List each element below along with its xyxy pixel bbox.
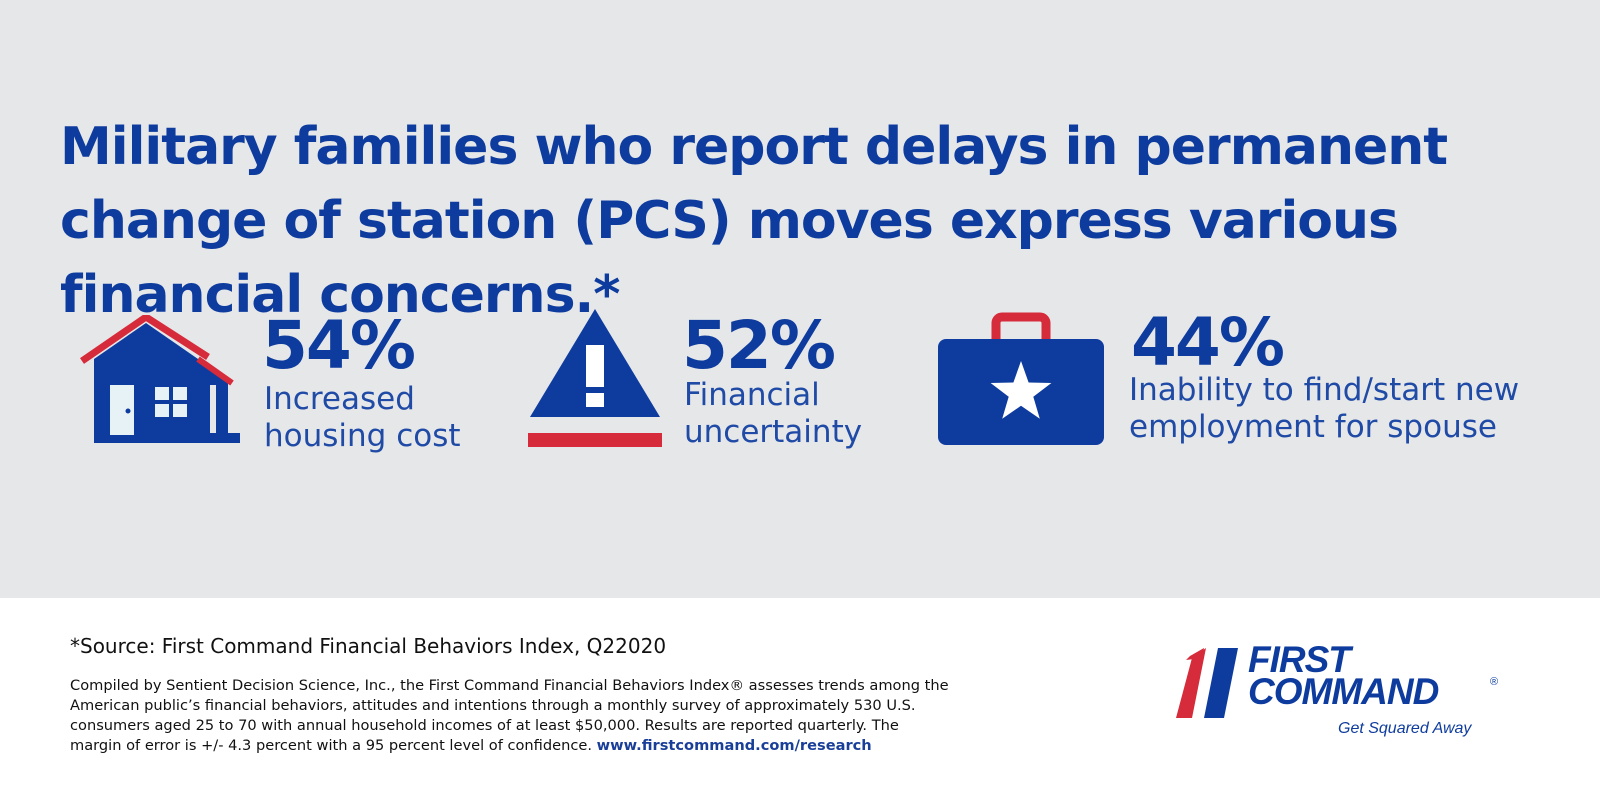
briefcase-star-icon bbox=[936, 311, 1106, 452]
stat-label-line: Increased bbox=[264, 381, 415, 417]
source-note: *Source: First Command Financial Behavio… bbox=[70, 634, 667, 658]
stat-percent: 52% bbox=[682, 307, 836, 384]
stat-label: Financial uncertainty bbox=[684, 377, 862, 451]
stat-label-line: housing cost bbox=[264, 418, 461, 454]
headline-panel: Military families who report delays in p… bbox=[0, 0, 1600, 598]
logo-word-command: COMMAND bbox=[1248, 671, 1439, 712]
stat-percent: 44% bbox=[1131, 304, 1285, 381]
research-link[interactable]: www.firstcommand.com/research bbox=[596, 737, 872, 754]
headline: Military families who report delays in p… bbox=[60, 117, 1448, 325]
stat-percent: 54% bbox=[262, 307, 416, 384]
methodology-text: Compiled by Sentient Decision Science, I… bbox=[70, 677, 949, 754]
stat-label-line: employment for spouse bbox=[1129, 409, 1497, 445]
first-command-logo-mark-icon bbox=[1172, 648, 1250, 725]
stat-label: Inability to find/start new employment f… bbox=[1129, 372, 1519, 446]
first-command-logo: FIRST COMMAND ® Get Squared Away bbox=[1172, 640, 1512, 742]
methodology-note: Compiled by Sentient Decision Science, I… bbox=[70, 676, 950, 756]
stat-label-line: Inability to find/start new bbox=[1129, 372, 1520, 408]
warning-triangle-icon bbox=[528, 305, 662, 454]
stat-label: Increased housing cost bbox=[264, 381, 461, 455]
logo-tagline: Get Squared Away bbox=[1338, 720, 1472, 737]
stat-label-line: uncertainty bbox=[684, 414, 863, 450]
logo-word-first: FIRST bbox=[1248, 639, 1351, 680]
house-icon bbox=[80, 312, 242, 454]
logo-registered-mark: ® bbox=[1490, 676, 1499, 688]
stat-label-line: Financial bbox=[684, 377, 820, 413]
